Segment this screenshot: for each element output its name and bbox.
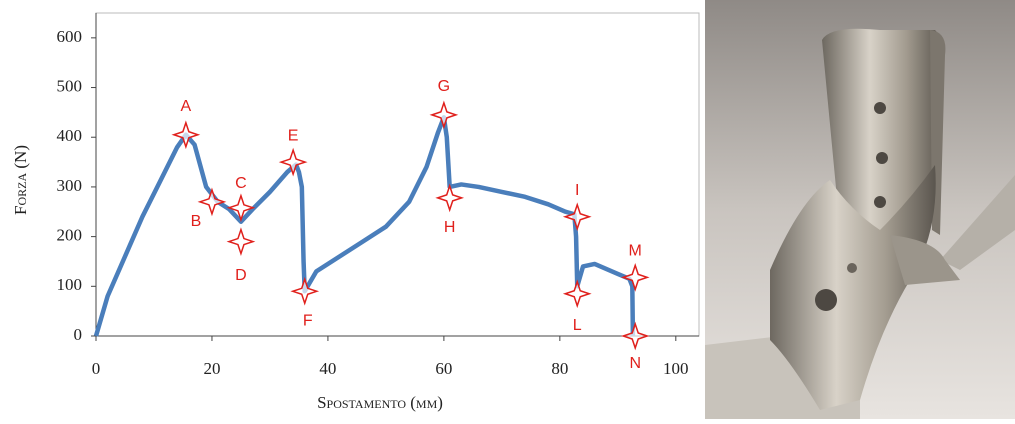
point-marker [620,321,650,351]
point-label: G [438,78,450,95]
point-marker [562,279,592,309]
y-tick-label: 0 [74,325,83,344]
point-label: B [191,213,202,230]
point-marker [226,227,256,256]
x-tick-label: 80 [551,359,568,378]
x-tick-label: 20 [203,359,220,378]
point-marker [562,202,592,232]
point-label: I [575,182,579,199]
y-tick-label: 300 [57,176,83,195]
photo [705,0,1015,419]
plot-frame [95,12,700,337]
point-label: C [235,175,247,192]
y-tick-label: 200 [57,226,83,245]
point-marker [226,193,256,223]
point-marker [429,100,459,130]
x-tick-label: 40 [319,359,336,378]
point-label: L [573,317,582,334]
y-tick-label: 100 [57,275,83,294]
data-line [93,115,636,337]
point-marker [278,147,308,177]
x-axis-label: Spostamento (mm) [317,393,443,412]
x-tick-label: 100 [663,359,689,378]
y-axis-label: Forza (N) [11,145,30,215]
point-label: A [181,98,192,115]
point-marker [197,187,227,217]
point-label: D [235,267,247,284]
point-marker [435,183,465,213]
point-marker [620,262,650,292]
point-label: E [288,127,299,144]
point-label: M [629,243,642,260]
y-tick-label: 600 [57,27,83,46]
y-tick-label: 500 [57,76,83,95]
point-label: N [629,355,641,372]
point-label: H [444,219,456,236]
x-tick-label: 0 [92,359,101,378]
x-tick-label: 60 [435,359,452,378]
point-marker [171,120,201,150]
y-tick-label: 400 [57,126,83,145]
point-label: F [303,312,313,329]
point-marker [290,276,320,306]
